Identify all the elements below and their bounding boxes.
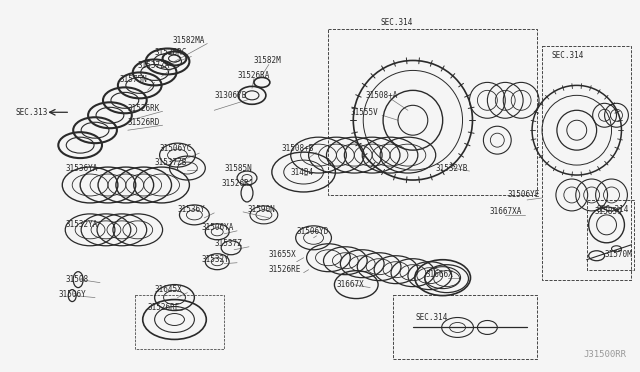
Text: 31506YC: 31506YC: [159, 144, 192, 153]
Text: 31537ZB: 31537ZB: [155, 158, 187, 167]
Text: 31570M: 31570M: [605, 250, 632, 259]
Text: 31532YA: 31532YA: [65, 220, 98, 230]
Text: 31585N: 31585N: [224, 164, 252, 173]
Text: 31655X: 31655X: [269, 250, 296, 259]
Text: 31506Y: 31506Y: [58, 290, 86, 299]
Text: 31667X: 31667X: [337, 280, 364, 289]
Text: 31526RK: 31526RK: [128, 104, 160, 113]
Text: 31526RD: 31526RD: [128, 118, 160, 127]
Text: 31526RE: 31526RE: [269, 265, 301, 274]
Text: 31585Q: 31585Q: [595, 208, 622, 217]
Text: 31590N: 31590N: [247, 205, 275, 214]
Text: 31532YB: 31532YB: [436, 164, 468, 173]
Text: 31532Y: 31532Y: [202, 255, 229, 264]
Text: 31537ZA: 31537ZA: [138, 61, 170, 70]
Text: 31667XA: 31667XA: [490, 208, 522, 217]
Text: 31506YD: 31506YD: [297, 227, 329, 236]
Text: 31508+B: 31508+B: [282, 144, 314, 153]
Text: SEC.314: SEC.314: [552, 51, 584, 60]
Text: 31526RJ: 31526RJ: [221, 179, 253, 187]
Text: SEC.314: SEC.314: [416, 313, 448, 322]
Text: 31582MA: 31582MA: [173, 36, 205, 45]
Text: 31526RF: 31526RF: [148, 303, 180, 312]
Text: 31536YA: 31536YA: [65, 164, 98, 173]
Text: 31575N: 31575N: [120, 75, 148, 84]
Text: 31526RA: 31526RA: [237, 71, 269, 80]
Text: 31536Y: 31536Y: [177, 205, 205, 214]
Text: SEC.314: SEC.314: [380, 18, 412, 27]
Text: 31506YE: 31506YE: [508, 190, 540, 199]
Text: 31508: 31508: [65, 275, 88, 284]
Text: 31645X: 31645X: [155, 285, 182, 294]
Text: 31666X: 31666X: [426, 270, 454, 279]
Text: 31506YA: 31506YA: [202, 223, 234, 232]
Text: 31526RC: 31526RC: [155, 48, 187, 57]
Text: SEC.313: SEC.313: [15, 108, 48, 117]
Text: 31508+A: 31508+A: [365, 91, 397, 100]
Text: 314B4: 314B4: [291, 167, 314, 177]
Text: SEC.314: SEC.314: [596, 205, 629, 214]
Text: 31537Z: 31537Z: [214, 239, 242, 248]
Text: J31500RR: J31500RR: [584, 350, 627, 359]
Text: 31582M: 31582M: [254, 56, 282, 65]
Text: 31555V: 31555V: [350, 108, 378, 117]
Text: 31306YB: 31306YB: [214, 91, 246, 100]
